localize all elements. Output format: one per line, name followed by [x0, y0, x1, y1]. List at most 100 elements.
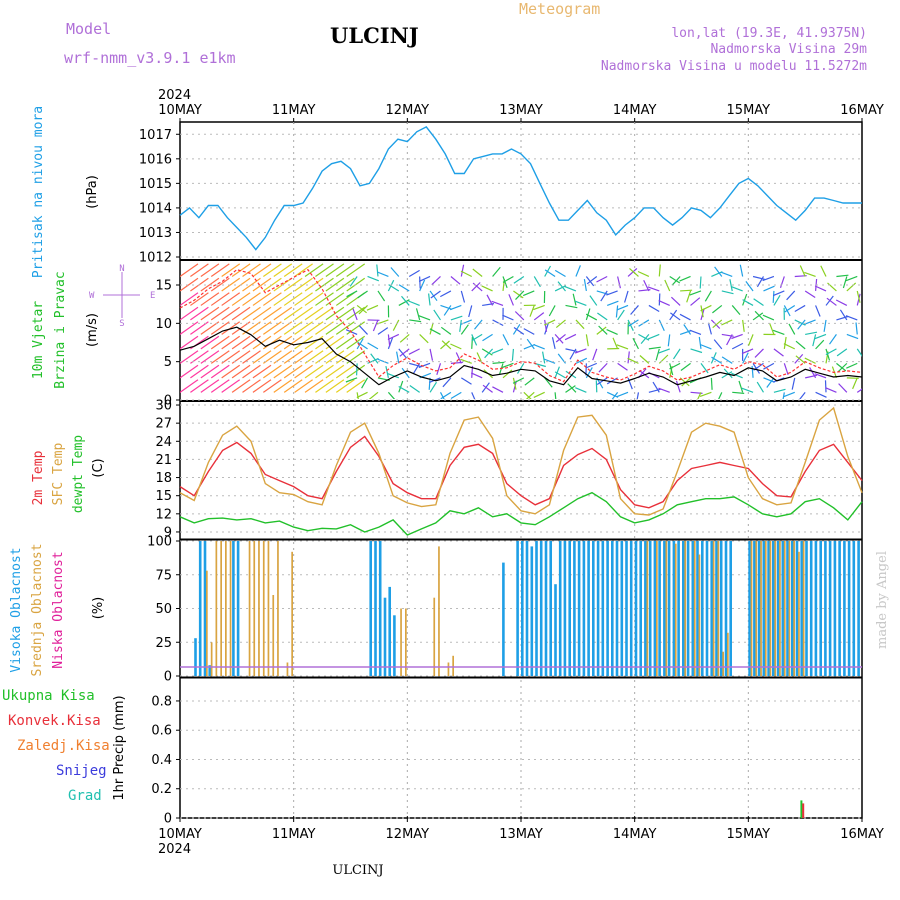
wind-arrow	[845, 315, 858, 321]
wind-arrow	[835, 299, 848, 306]
wind-arrow	[689, 290, 702, 296]
wind-arrow	[180, 292, 199, 306]
wind-arrow	[597, 312, 608, 321]
temp-2m-line	[179, 435, 863, 509]
cloud-high-bar	[757, 541, 761, 676]
wind-arrow	[263, 292, 282, 306]
wind-arrow	[624, 290, 629, 303]
wind-arrow	[700, 305, 704, 318]
cloud-high-bar	[814, 541, 818, 676]
wind-arrow	[569, 348, 577, 360]
wind-arrow	[484, 348, 494, 359]
cloud-high-bar	[198, 541, 202, 676]
wind-arrow	[589, 295, 598, 306]
wind-arrow	[392, 319, 400, 331]
wind-arrow	[782, 392, 785, 399]
wind-arrow	[377, 271, 389, 278]
precip-bar	[802, 803, 805, 818]
cloud-ticks: 0 25 50 75 100	[147, 535, 862, 685]
precip-unit: 1hr Precip (mm)	[112, 695, 127, 800]
wind-arrow	[325, 277, 345, 292]
wind-gust-line	[179, 268, 863, 383]
wind-arrow	[639, 370, 650, 379]
wind-arrow	[732, 391, 745, 394]
cloud-mid-bar	[286, 662, 289, 676]
cloud-mid-bar	[272, 595, 275, 676]
wind-arrow	[315, 379, 334, 393]
wind-arrow	[555, 333, 566, 343]
wind-arrow	[643, 279, 650, 292]
wind-arrow	[836, 274, 849, 278]
grid-lines	[179, 121, 863, 819]
wind-arrow	[221, 292, 241, 306]
cloud-mid-bar	[722, 651, 724, 676]
wind-arrow	[515, 290, 525, 301]
wind-arrow	[471, 336, 473, 349]
temperature-panel: 9 12 15 18 21 24 27 30	[155, 399, 863, 540]
wind-arrow	[748, 334, 754, 346]
date-label-bottom: 14MAY	[613, 827, 657, 842]
cloud-mid-bar	[769, 541, 772, 676]
wind-arrow	[231, 263, 251, 277]
date-labels-top: 10MAY 11MAY 12MAY 13MAY 14MAY 15MAY 16MAY	[158, 103, 884, 124]
wind-arrow	[523, 343, 536, 350]
precip-ticks: 0 0.2 0.4 0.6 0.8	[151, 694, 862, 827]
wind-arrow	[617, 362, 628, 371]
wind-arrow	[658, 264, 661, 277]
wind-arrow	[836, 362, 847, 372]
wind-arrow	[366, 304, 379, 311]
y-tick-label: 12	[155, 507, 172, 522]
y-tick-label: 1016	[139, 152, 172, 167]
wind-arrow	[325, 364, 345, 379]
cloud-high-bar	[824, 541, 827, 676]
wind-arrow	[283, 335, 303, 350]
wind-arrow	[415, 308, 421, 321]
temp-dew-label: dewpt Temp	[71, 435, 86, 513]
y-tick-label: 10	[155, 317, 172, 332]
wind-arrow	[460, 270, 473, 278]
wind-arrow	[554, 285, 567, 292]
cloud-high-bar	[852, 541, 856, 676]
cloud-high-bar	[819, 541, 822, 676]
wind-arrow	[557, 281, 566, 292]
wind-arrow	[823, 319, 827, 332]
cloud-high-bar	[232, 541, 235, 676]
wind-arrow	[826, 297, 837, 306]
wind-arrow	[263, 335, 282, 350]
wind-arrow	[440, 326, 452, 335]
wind-arrow	[474, 319, 483, 330]
cloud-high-bar	[393, 615, 396, 677]
y-tick-label: 0	[164, 670, 172, 685]
wind-arrow	[513, 275, 525, 284]
wind-arrow	[461, 377, 472, 385]
y-tick-label: 25	[155, 636, 172, 651]
wind-arrow	[304, 263, 324, 277]
y-tick-label: 24	[155, 435, 172, 450]
wind-arrow	[180, 306, 199, 321]
wind-arrow	[502, 314, 514, 321]
wind-arrow	[596, 275, 608, 283]
wind-arrow	[846, 362, 858, 369]
wind-arrow	[450, 343, 462, 350]
wind-arrow	[658, 319, 665, 332]
wind-arrow	[710, 319, 721, 329]
wind-arrow	[753, 298, 764, 306]
wind-arrow	[357, 341, 368, 350]
wind-arrow	[565, 370, 577, 379]
cloud-high-bar	[596, 541, 600, 676]
wind-arrow	[648, 388, 661, 393]
wind-arrow	[718, 392, 723, 399]
wind-arrow	[836, 315, 849, 321]
wind-arrow	[252, 277, 272, 292]
y-tick-label: 1015	[139, 177, 172, 192]
wind-arrow	[726, 334, 733, 346]
wind-arrow	[769, 322, 775, 335]
wind-arrow	[723, 368, 733, 379]
wind-arrow	[529, 305, 535, 317]
wind-arrow	[221, 321, 241, 335]
wind-arrow	[408, 348, 420, 355]
wind-arrow	[636, 392, 640, 399]
wind-arrow	[679, 313, 691, 321]
cloud-high-bar	[525, 541, 529, 676]
wind-arrow	[680, 289, 693, 292]
